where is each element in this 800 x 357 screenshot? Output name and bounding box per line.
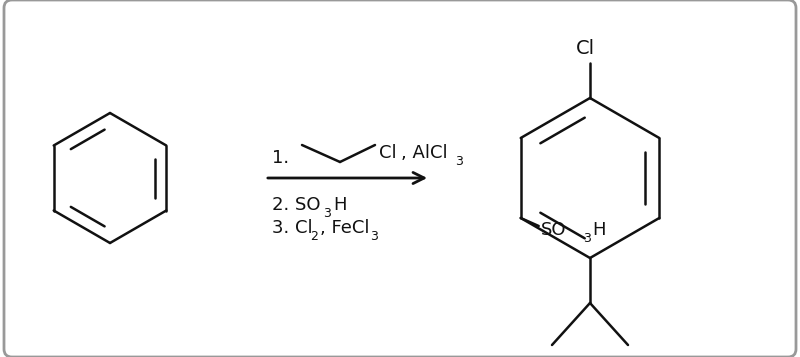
Text: H: H bbox=[593, 221, 606, 239]
Text: Cl: Cl bbox=[576, 39, 595, 58]
Text: H: H bbox=[333, 196, 346, 214]
Text: 3: 3 bbox=[370, 230, 378, 242]
Text: 2: 2 bbox=[310, 230, 318, 242]
FancyBboxPatch shape bbox=[4, 0, 796, 357]
Text: , AlCl: , AlCl bbox=[401, 144, 448, 162]
Text: , FeCl: , FeCl bbox=[320, 219, 370, 237]
Text: 1.: 1. bbox=[272, 149, 289, 167]
Text: 3. Cl: 3. Cl bbox=[272, 219, 313, 237]
Text: Cl: Cl bbox=[379, 144, 397, 162]
Text: 2. SO: 2. SO bbox=[272, 196, 321, 214]
Text: 3: 3 bbox=[455, 155, 463, 167]
Text: 3: 3 bbox=[582, 231, 590, 245]
Text: 3: 3 bbox=[323, 206, 331, 220]
Text: SO: SO bbox=[541, 221, 566, 239]
